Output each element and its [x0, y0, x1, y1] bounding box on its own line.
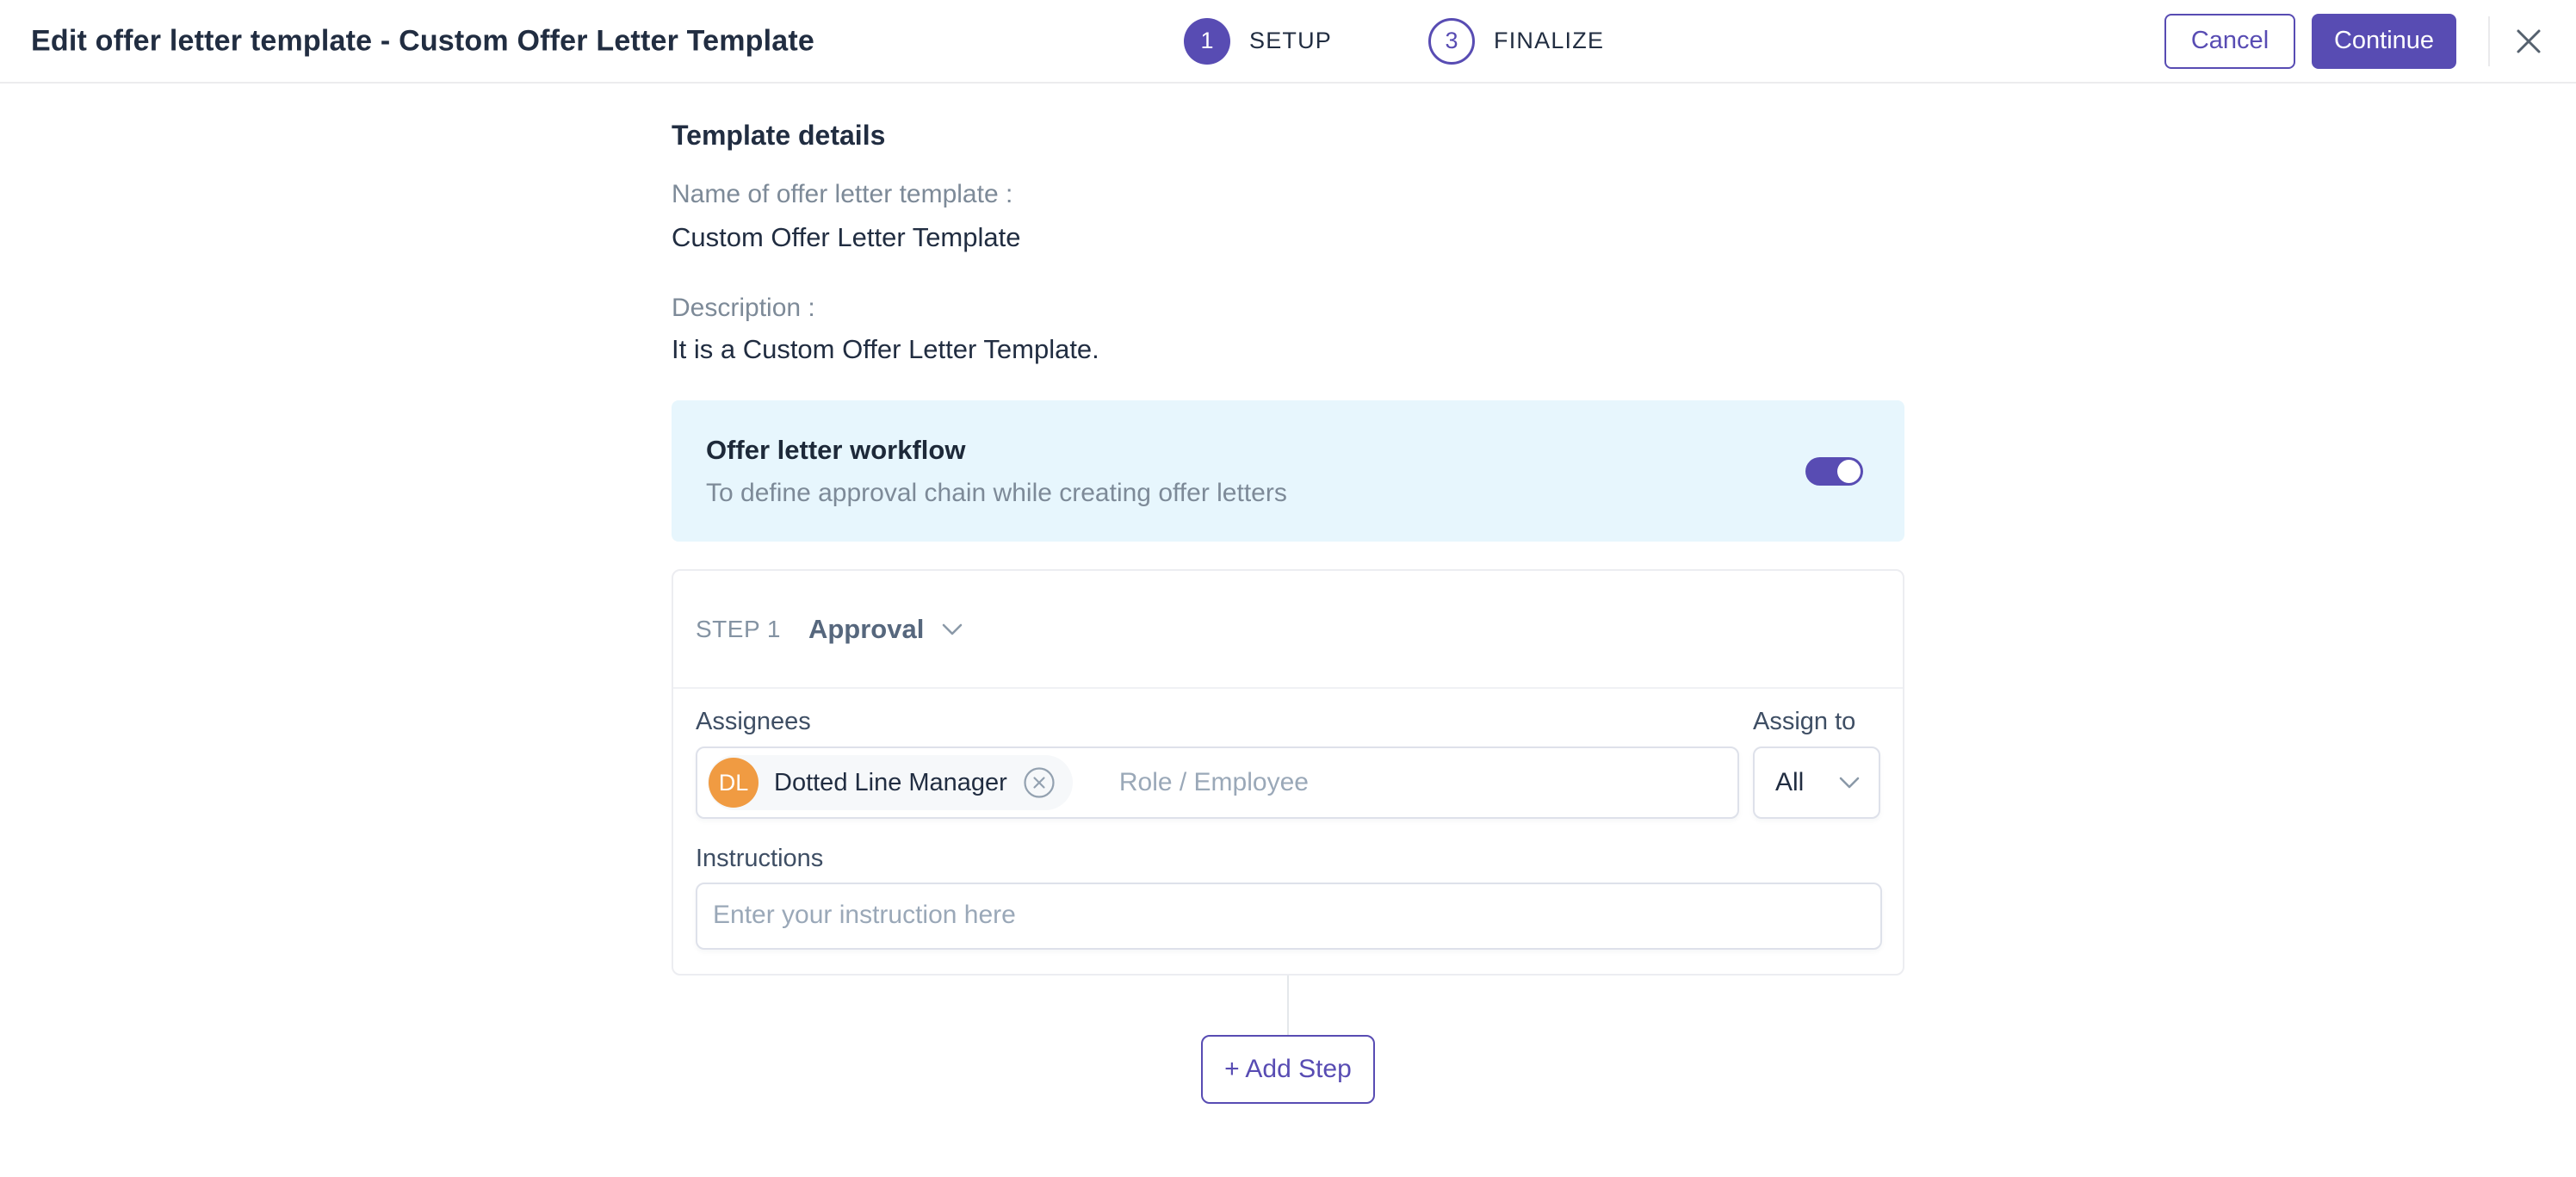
wizard-steps: 1 SETUP 3 FINALIZE — [1184, 0, 1604, 82]
workflow-texts: Offer letter workflow To define approval… — [706, 435, 1287, 508]
instructions-label: Instructions — [696, 845, 824, 872]
step-1-body: Assignees DL Dotted Line Manager Role / … — [673, 689, 1903, 950]
assign-to-select[interactable]: All — [1753, 746, 1880, 819]
assignee-avatar: DL — [709, 758, 759, 808]
wizard-step-setup[interactable]: 1 SETUP — [1184, 17, 1333, 65]
continue-button[interactable]: Continue — [2312, 13, 2456, 69]
assignee-name: Dotted Line Manager — [774, 768, 1007, 796]
step-1-card: STEP 1 Approval Assignees DL Dotted Line… — [672, 569, 1904, 976]
step-1-badge: 1 — [1184, 17, 1230, 65]
cancel-button[interactable]: Cancel — [2164, 13, 2295, 69]
step-number-tag: STEP 1 — [696, 615, 781, 642]
step-1-header: STEP 1 Approval — [673, 571, 1903, 689]
topbar: Edit offer letter template - Custom Offe… — [0, 0, 2576, 84]
instructions-input[interactable] — [696, 883, 1882, 950]
actions-divider — [2488, 15, 2490, 66]
toggle-knob — [1837, 459, 1861, 483]
offer-letter-workflow-card: Offer letter workflow To define approval… — [672, 400, 1904, 542]
template-description-label: Description : — [672, 294, 815, 322]
assignees-label: Assignees — [696, 708, 811, 735]
template-name-value: Custom Offer Letter Template — [672, 222, 1021, 252]
assignees-column: Assignees DL Dotted Line Manager Role / … — [696, 708, 1739, 819]
template-name-label: Name of offer letter template : — [672, 180, 1013, 208]
step-connector-line — [1287, 976, 1289, 1035]
workflow-toggle[interactable] — [1805, 456, 1863, 486]
workflow-title: Offer letter workflow — [706, 434, 966, 465]
page-title: Edit offer letter template - Custom Offe… — [31, 24, 815, 57]
step-type-value: Approval — [808, 613, 925, 644]
step-3-badge: 3 — [1428, 17, 1476, 65]
assign-to-column: Assign to All — [1753, 708, 1880, 819]
assignees-input[interactable]: DL Dotted Line Manager Role / Employee — [696, 746, 1739, 819]
assignee-chip: DL Dotted Line Manager — [708, 755, 1073, 810]
step-type-dropdown[interactable]: Approval — [808, 614, 963, 645]
chevron-down-icon — [943, 623, 963, 635]
step-3-label: FINALIZE — [1494, 28, 1605, 53]
add-step-button[interactable]: + Add Step — [1201, 1035, 1375, 1104]
close-icon[interactable] — [2509, 22, 2548, 61]
assign-to-value: All — [1775, 768, 1805, 796]
assignee-fields-row: Assignees DL Dotted Line Manager Role / … — [696, 708, 1880, 819]
topbar-actions: Cancel Continue — [2164, 0, 2548, 82]
step-1-label: SETUP — [1249, 28, 1333, 53]
wizard-step-finalize[interactable]: 3 FINALIZE — [1428, 17, 1605, 65]
wizard-content: Template details Name of offer letter te… — [672, 84, 1904, 1104]
workflow-subtitle: To define approval chain while creating … — [706, 478, 1287, 507]
assignee-placeholder: Role / Employee — [1118, 768, 1309, 796]
chevron-down-icon — [1839, 777, 1860, 789]
template-description-value: It is a Custom Offer Letter Template. — [672, 334, 1099, 364]
remove-assignee-icon[interactable] — [1023, 766, 1056, 799]
template-details-heading: Template details — [672, 120, 886, 151]
assign-to-label: Assign to — [1753, 708, 1856, 735]
